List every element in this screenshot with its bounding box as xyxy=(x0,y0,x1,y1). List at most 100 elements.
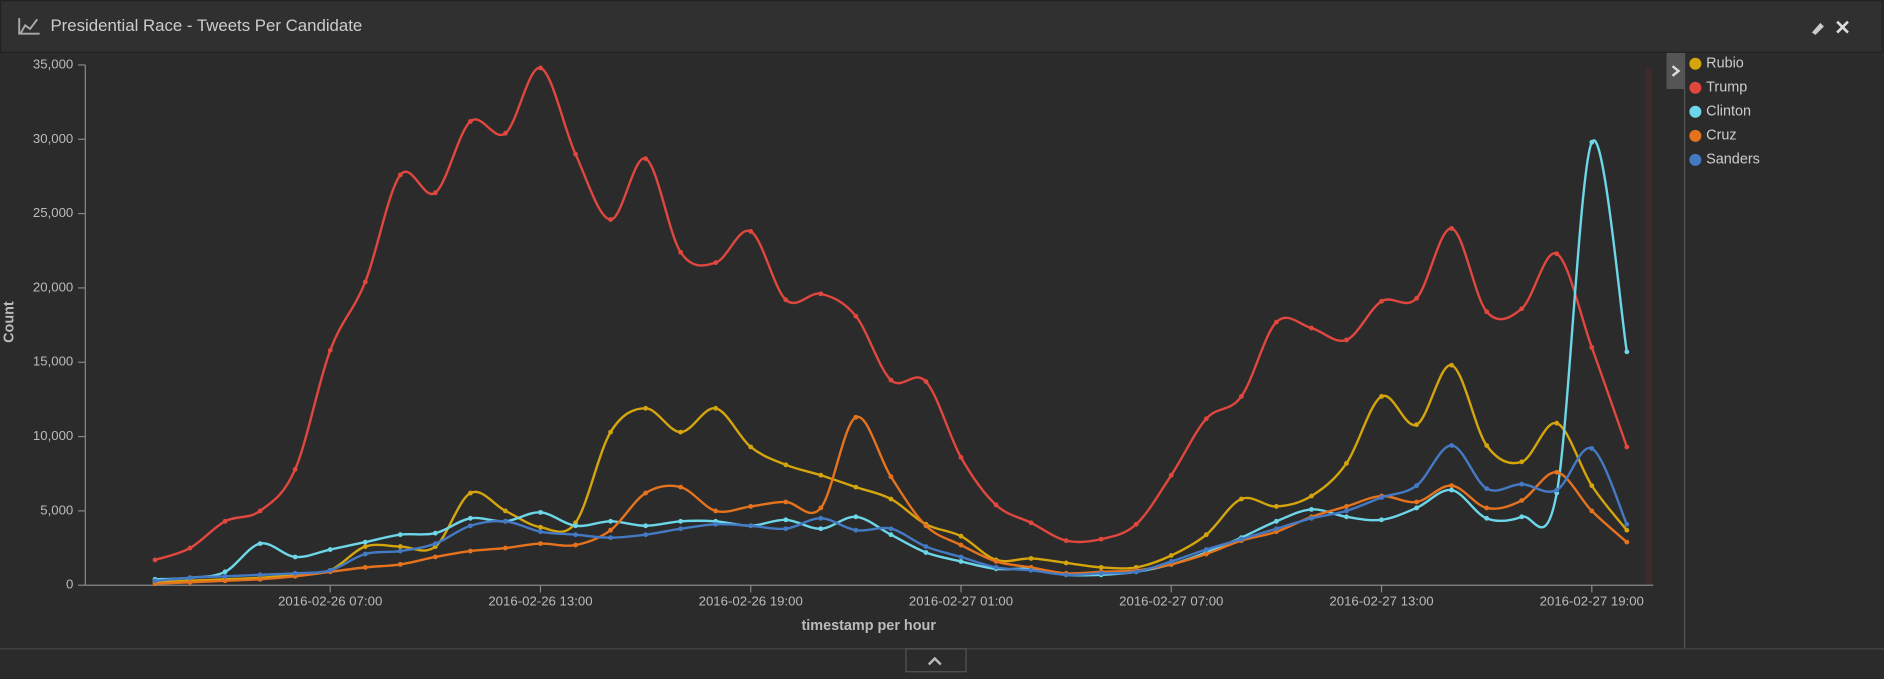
data-point xyxy=(1519,481,1525,487)
data-point xyxy=(152,557,158,563)
data-point xyxy=(432,541,438,546)
collapse-icon xyxy=(927,656,942,666)
x-tick-label: 2016-02-26 13:00 xyxy=(488,594,592,609)
data-point xyxy=(1133,569,1139,575)
data-point xyxy=(538,509,543,515)
panel-header xyxy=(0,0,1883,53)
data-point xyxy=(1449,443,1455,448)
x-axis-label: timestamp per hour xyxy=(801,618,936,634)
data-point xyxy=(713,521,719,527)
close-icon[interactable] xyxy=(1836,20,1849,34)
data-point xyxy=(397,561,403,567)
data-point xyxy=(397,172,403,178)
data-point xyxy=(1133,521,1139,527)
data-point xyxy=(432,530,438,536)
data-point xyxy=(1414,422,1419,428)
legend-toggle-icon xyxy=(1671,65,1681,77)
data-point xyxy=(1379,298,1384,304)
data-point xyxy=(1098,570,1104,576)
edit-icon[interactable] xyxy=(1811,22,1824,35)
legend-swatch xyxy=(1689,81,1702,94)
data-point xyxy=(1449,483,1455,489)
data-point xyxy=(1449,226,1455,231)
data-point xyxy=(362,279,368,285)
x-tick-label: 2016-02-27 07:00 xyxy=(1119,594,1223,609)
data-point xyxy=(1554,420,1560,426)
data-point xyxy=(923,379,929,384)
data-point xyxy=(152,578,158,584)
data-point xyxy=(1098,536,1104,542)
data-point xyxy=(1203,551,1209,557)
data-point xyxy=(1624,349,1630,355)
data-point xyxy=(1414,295,1419,301)
data-point xyxy=(923,550,929,555)
data-point xyxy=(187,579,193,585)
data-point xyxy=(257,576,263,582)
data-point xyxy=(1449,362,1455,368)
data-point xyxy=(748,444,754,450)
data-point xyxy=(608,527,613,533)
legend-label: Trump xyxy=(1706,80,1747,96)
data-point xyxy=(1344,508,1349,514)
data-point xyxy=(783,462,789,468)
data-point xyxy=(1414,505,1419,511)
data-point xyxy=(1449,487,1455,493)
data-point xyxy=(748,523,754,529)
data-point xyxy=(503,545,508,551)
legend-swatch xyxy=(1689,57,1702,70)
data-point xyxy=(222,518,228,524)
data-point xyxy=(573,542,578,548)
data-point xyxy=(1203,416,1209,422)
data-point xyxy=(1203,547,1209,552)
data-point xyxy=(503,130,508,136)
y-tick-label: 10,000 xyxy=(33,428,73,443)
data-point xyxy=(888,474,894,480)
legend-label: Cruz xyxy=(1706,128,1736,144)
data-point xyxy=(257,508,263,514)
data-point xyxy=(397,544,403,549)
data-point xyxy=(643,405,649,411)
data-point xyxy=(503,508,508,514)
data-point xyxy=(1624,444,1630,450)
data-point xyxy=(573,151,578,157)
data-point xyxy=(1589,446,1595,451)
legend-toggle[interactable] xyxy=(1666,52,1685,89)
data-point xyxy=(1554,251,1560,257)
data-point xyxy=(1238,496,1244,502)
data-point xyxy=(608,429,613,435)
data-point xyxy=(783,297,789,303)
data-point xyxy=(1484,486,1490,491)
data-point xyxy=(362,564,368,570)
legend-swatch xyxy=(1689,153,1702,166)
data-point xyxy=(818,505,824,511)
data-point xyxy=(467,119,473,124)
data-point xyxy=(1519,459,1525,465)
data-point xyxy=(1344,460,1349,466)
data-point xyxy=(1379,495,1384,500)
data-point xyxy=(678,526,684,532)
data-point xyxy=(1273,518,1279,524)
data-point xyxy=(958,554,964,560)
data-point xyxy=(432,190,438,196)
data-point xyxy=(397,532,403,538)
legend-label: Sanders xyxy=(1706,152,1760,168)
data-point xyxy=(818,515,824,521)
data-point xyxy=(1379,517,1384,523)
data-point xyxy=(1168,559,1174,564)
data-point xyxy=(818,291,824,297)
x-tick-label: 2016-02-26 19:00 xyxy=(699,594,803,609)
data-point xyxy=(1344,514,1349,520)
data-point xyxy=(292,570,298,576)
data-point xyxy=(1238,536,1244,542)
y-tick-label: 0 xyxy=(66,577,73,592)
data-point xyxy=(1238,394,1244,399)
data-point xyxy=(1484,505,1490,511)
data-point xyxy=(187,575,193,581)
data-point xyxy=(1554,469,1560,475)
data-point xyxy=(643,156,649,162)
legend-swatch xyxy=(1689,105,1702,118)
data-point xyxy=(783,526,789,532)
data-point xyxy=(1273,319,1279,325)
y-tick-label: 30,000 xyxy=(33,131,73,146)
